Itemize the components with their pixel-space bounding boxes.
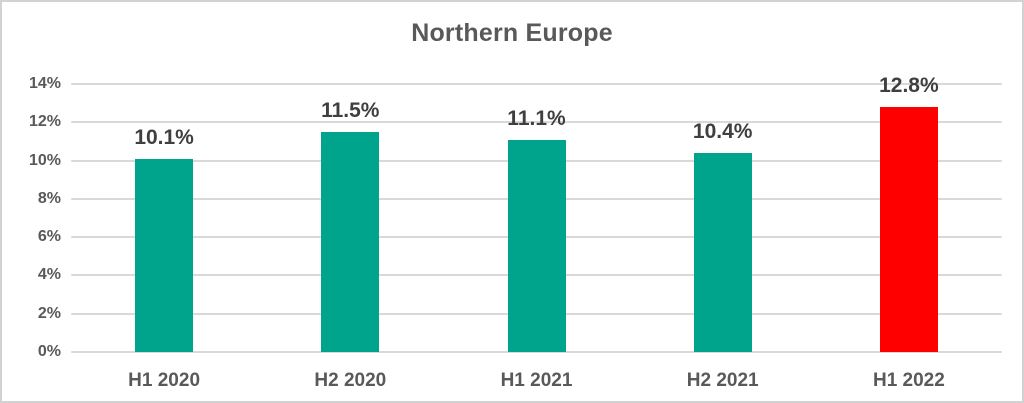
y-gridline [71, 83, 1002, 85]
bar-value-label: 12.8% [879, 73, 939, 97]
x-axis-category-label: H1 2021 [500, 370, 573, 391]
bar-h2-2020 [321, 131, 380, 352]
y-axis-tick-label: 4% [37, 266, 61, 284]
bar-h1-2021 [507, 139, 566, 352]
bar-value-label: 10.4% [692, 119, 753, 143]
y-axis-tick-label: 6% [37, 228, 61, 246]
x-axis-category-label: H1 2020 [128, 370, 201, 391]
bar-value-label: 10.1% [134, 125, 194, 149]
chart-title: Northern Europe [411, 19, 613, 47]
x-axis-category-label: H2 2021 [686, 370, 759, 391]
bar-value-label: 11.5% [321, 98, 380, 122]
x-axis-category-label: H1 2022 [872, 370, 945, 391]
bar-value-label: 11.1% [507, 106, 566, 130]
y-axis-tick-label: 14% [28, 75, 61, 92]
bar-h1-2022 [879, 106, 938, 352]
y-axis-tick-label: 12% [28, 113, 61, 131]
y-axis-tick-label: 0% [37, 343, 61, 360]
y-axis-tick-label: 8% [37, 189, 61, 207]
y-gridline [71, 121, 1002, 124]
x-axis-category-label: H2 2020 [314, 370, 387, 391]
y-axis-tick-label: 10% [28, 151, 61, 169]
y-axis-tick-label: 2% [37, 304, 61, 322]
bar-h2-2021 [693, 152, 752, 352]
bar-h1-2020 [135, 158, 194, 352]
y-gridline [71, 351, 1002, 353]
